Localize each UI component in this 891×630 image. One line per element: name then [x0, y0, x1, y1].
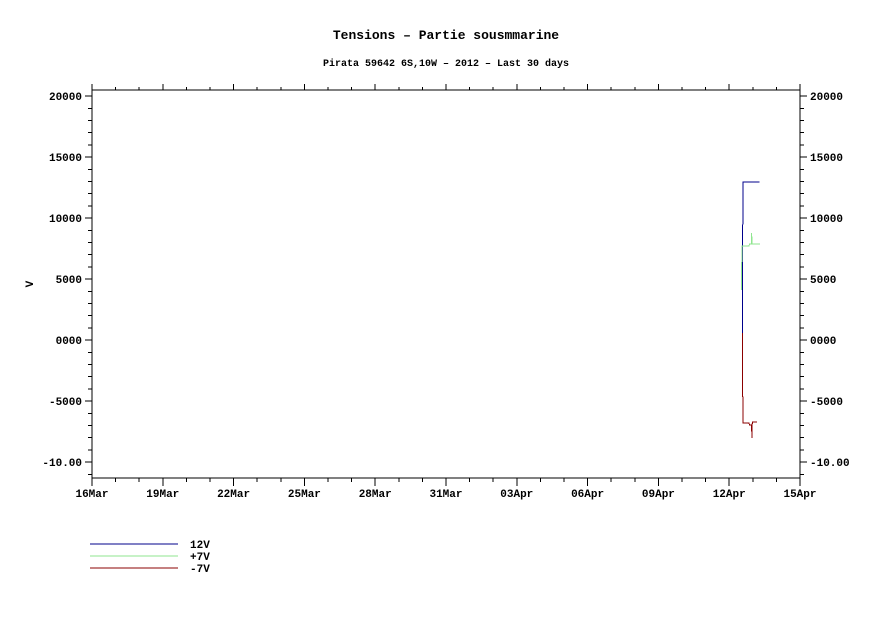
x-tick-label: 31Mar [429, 489, 462, 501]
y-tick-label-right: 0000 [810, 336, 836, 348]
series-line-12v [741, 181, 760, 334]
legend-label-12v: 12V [190, 540, 210, 552]
x-tick-label: 19Mar [146, 489, 179, 501]
x-tick-label: 09Apr [642, 489, 675, 501]
x-tick-label: 25Mar [288, 489, 321, 501]
chart-subtitle: Pirata 59642 6S,10W – 2012 – Last 30 day… [323, 58, 569, 70]
legend-label-plus7v: +7V [190, 552, 210, 564]
x-tick-label: 03Apr [500, 489, 533, 501]
y-tick-label-right: 20000 [810, 92, 843, 104]
x-tick-label: 28Mar [359, 489, 392, 501]
x-tick-label: 16Mar [75, 489, 108, 501]
legend: 12V +7V -7V [90, 540, 210, 576]
x-tick-label: 15Apr [783, 489, 816, 501]
series-line-7v [741, 333, 757, 439]
x-tick-label: 06Apr [571, 489, 604, 501]
y-tick-label-left: 10000 [49, 214, 82, 226]
y-tick-label-left: 0000 [56, 336, 82, 348]
y-tick-label-right: -5000 [810, 397, 843, 409]
y-tick-label-right: 5000 [810, 275, 836, 287]
x-tick-label: 12Apr [713, 489, 746, 501]
y-tick-label-left: 20000 [49, 92, 82, 104]
y-tick-label-left: 15000 [49, 153, 82, 165]
y-axis-title: V [25, 280, 37, 287]
y-tick-label-right: -10.00 [810, 458, 850, 470]
x-tick-label: 22Mar [217, 489, 250, 501]
y-tick-label-left: -10.00 [42, 458, 82, 470]
plot-frame [91, 89, 801, 479]
y-tick-label-left: 5000 [56, 275, 82, 287]
plot-area: 16Mar 19Mar 22Mar 25Mar 28Mar 31Mar 03Apr 06Apr… [42, 84, 850, 501]
y-tick-label-right: 10000 [810, 214, 843, 226]
y-tick-label-right: 15000 [810, 153, 843, 165]
y-tick-label-left: -5000 [49, 397, 82, 409]
legend-label-minus7v: -7V [190, 564, 210, 576]
chart-title: Tensions – Partie sousmmarine [333, 28, 559, 43]
series-line-7v [741, 233, 760, 291]
